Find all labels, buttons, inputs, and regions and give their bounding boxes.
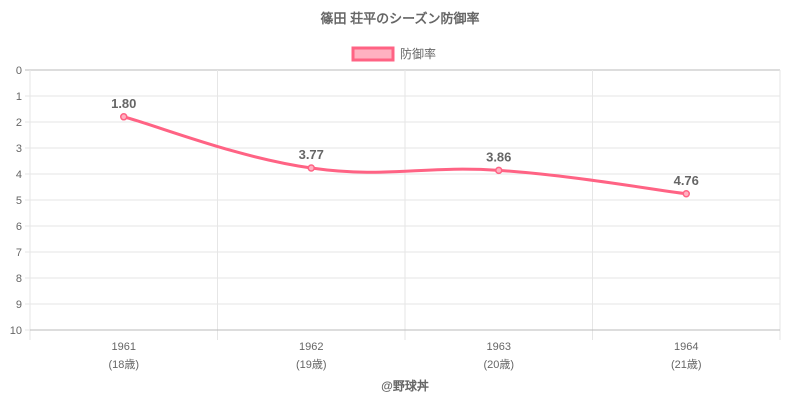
data-point <box>307 164 315 172</box>
x-tick-label: 1962 <box>299 341 323 353</box>
x-tick-sublabel: (18歳) <box>108 358 139 371</box>
footer-credit: @野球丼 <box>381 378 429 393</box>
data-label: 3.77 <box>299 147 324 162</box>
y-tick-label: 2 <box>16 117 22 129</box>
y-tick-label: 1 <box>16 91 22 103</box>
legend-label: 防御率 <box>400 46 436 61</box>
series-points: 1.80 3.77 3.86 4.76 <box>111 96 699 198</box>
y-tick-label: 0 <box>16 65 22 77</box>
series-line <box>123 115 687 196</box>
x-tick-label: 1964 <box>674 341 698 353</box>
x-axis: 1961 (18歳) 1962 (19歳) 1963 (20歳) 1964 (21歳) <box>108 341 701 371</box>
y-axis: 0 1 2 3 4 5 6 7 8 9 10 <box>10 65 22 337</box>
x-tick-sublabel: (21歳) <box>671 358 702 371</box>
data-label: 1.80 <box>111 96 136 111</box>
y-tick-label: 8 <box>16 273 22 285</box>
data-point <box>682 190 690 198</box>
y-tick-label: 3 <box>16 143 22 155</box>
x-tick-sublabel: (19歳) <box>296 358 327 371</box>
x-tick-sublabel: (20歳) <box>483 358 514 371</box>
grid <box>25 69 781 340</box>
y-tick-label: 5 <box>16 195 22 207</box>
chart-title: 篠田 荘平のシーズン防御率 <box>321 11 480 26</box>
x-tick-label: 1961 <box>112 341 136 353</box>
data-label: 3.86 <box>486 149 511 164</box>
y-tick-label: 10 <box>10 325 22 337</box>
legend-swatch <box>351 46 395 62</box>
data-point <box>120 113 128 121</box>
y-tick-label: 4 <box>16 169 22 181</box>
y-tick-label: 9 <box>16 299 22 311</box>
data-label: 4.76 <box>674 173 699 188</box>
y-tick-label: 7 <box>16 247 22 259</box>
y-tick-label: 6 <box>16 221 22 233</box>
legend[interactable]: 防御率 <box>351 46 436 62</box>
x-tick-label: 1963 <box>487 341 511 353</box>
data-point <box>495 166 503 175</box>
